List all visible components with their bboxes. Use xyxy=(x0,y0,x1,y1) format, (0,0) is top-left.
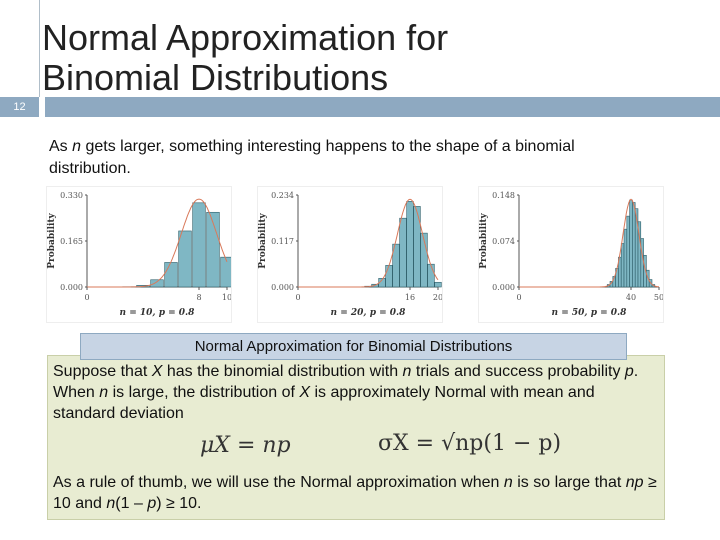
definition-box xyxy=(47,355,665,520)
bar xyxy=(406,200,414,288)
y-tick-label: 0.330 xyxy=(60,191,83,200)
bar xyxy=(623,228,628,288)
title-line-2: Binomial Distributions xyxy=(42,57,389,98)
def-part: has the binomial distribution with xyxy=(162,363,403,380)
bar xyxy=(192,202,206,288)
rule-part: ) ≥ 10. xyxy=(156,495,202,512)
chart-caption: n = 10, p = 0.8 xyxy=(120,308,196,318)
bar xyxy=(640,238,644,288)
bar xyxy=(434,281,442,288)
y-tick-label: 0.165 xyxy=(60,237,83,246)
chart-caption: n = 20, p = 0.8 xyxy=(331,308,407,318)
rule-part: ≥ 10 and xyxy=(53,474,657,512)
bar xyxy=(427,263,435,288)
x-tick-label: 0 xyxy=(516,293,521,302)
left-rule xyxy=(39,0,40,97)
normal-curve xyxy=(87,198,228,288)
y-axis-label: Probability xyxy=(47,212,57,268)
x-tick-label: 16 xyxy=(405,293,415,302)
chart-n20: Probability 0.234 0.117 0.000 0 16 20 n = 20, p… xyxy=(257,186,443,323)
chart-n10: Probability 0.330 0.165 0.000 0 8 10 n = 10, p … xyxy=(46,186,232,323)
def-part: . When xyxy=(53,363,639,401)
rule-n: n xyxy=(106,495,116,512)
x-tick-label: 40 xyxy=(626,293,636,302)
title-bar xyxy=(45,97,720,117)
bar xyxy=(620,243,625,288)
rule-n: n xyxy=(503,474,513,491)
def-p: p xyxy=(624,363,634,380)
mean-formula: μX = np xyxy=(200,433,291,458)
intro-n: n xyxy=(72,138,82,155)
y-tick-label: 0.148 xyxy=(492,191,515,200)
y-tick-label: 0.117 xyxy=(271,237,294,246)
y-tick-label: 0.074 xyxy=(492,237,515,246)
def-n: n xyxy=(99,384,109,401)
slide-number: 12 xyxy=(0,97,39,117)
def-x: X xyxy=(151,363,163,380)
x-tick-label: 0 xyxy=(84,293,89,302)
bar xyxy=(420,232,428,288)
intro-text: As n gets larger, something interesting … xyxy=(49,136,659,180)
intro-part: As xyxy=(49,138,73,155)
y-tick-label: 0.234 xyxy=(271,191,294,200)
bar xyxy=(164,262,178,288)
def-part: Suppose that xyxy=(53,363,152,380)
chart-caption: n = 50, p = 0.8 xyxy=(552,308,628,318)
rule-part: is so large that xyxy=(512,474,626,491)
intro-part: gets larger, something interesting happe… xyxy=(49,138,575,177)
def-part: is approximately Normal with mean and st… xyxy=(53,384,595,422)
x-tick-label: 0 xyxy=(295,293,300,302)
rule-of-thumb: As a rule of thumb, we will use the Norm… xyxy=(53,472,663,514)
def-part: trials and success probability xyxy=(411,363,625,380)
y-tick-label: 0.000 xyxy=(492,283,515,292)
rule-part: (1 – xyxy=(115,495,148,512)
def-n: n xyxy=(402,363,412,380)
rule-p: p xyxy=(147,495,157,512)
bar xyxy=(399,217,407,288)
bar xyxy=(413,206,421,288)
bar xyxy=(220,256,231,288)
normal-curve xyxy=(519,198,660,288)
rule-np: np xyxy=(625,474,644,491)
y-tick-label: 0.000 xyxy=(60,283,83,292)
title-line-1: Normal Approximation for xyxy=(42,17,449,58)
bar xyxy=(150,279,164,288)
bar xyxy=(392,243,400,288)
rule-part: As a rule of thumb, we will use the Norm… xyxy=(53,474,504,491)
bar xyxy=(385,265,393,288)
y-axis-label: Probability xyxy=(479,212,489,268)
x-tick-label: 50 xyxy=(654,293,663,302)
def-part: is large, the distribution of xyxy=(108,384,300,401)
normal-curve xyxy=(298,198,439,288)
sd-formula: σX = √np(1 − p) xyxy=(378,431,562,456)
page-title: Normal Approximation for Binomial Distri… xyxy=(42,18,448,98)
bar xyxy=(178,230,192,288)
bar xyxy=(629,199,633,288)
bar xyxy=(632,202,636,288)
chart-n50: Probability 0.148 0.074 0.000 0 40 50 n = 50, p… xyxy=(478,186,664,323)
def-x: X xyxy=(299,384,311,401)
x-tick-label: 10 xyxy=(222,293,231,302)
x-tick-label: 20 xyxy=(433,293,442,302)
y-axis-label: Probability xyxy=(258,212,268,268)
definition-text: Suppose that X has the binomial distribu… xyxy=(53,361,658,424)
y-tick-label: 0.000 xyxy=(271,283,294,292)
x-tick-label: 8 xyxy=(196,293,201,302)
definition-heading: Normal Approximation for Binomial Distri… xyxy=(80,333,627,360)
bar xyxy=(626,215,630,288)
